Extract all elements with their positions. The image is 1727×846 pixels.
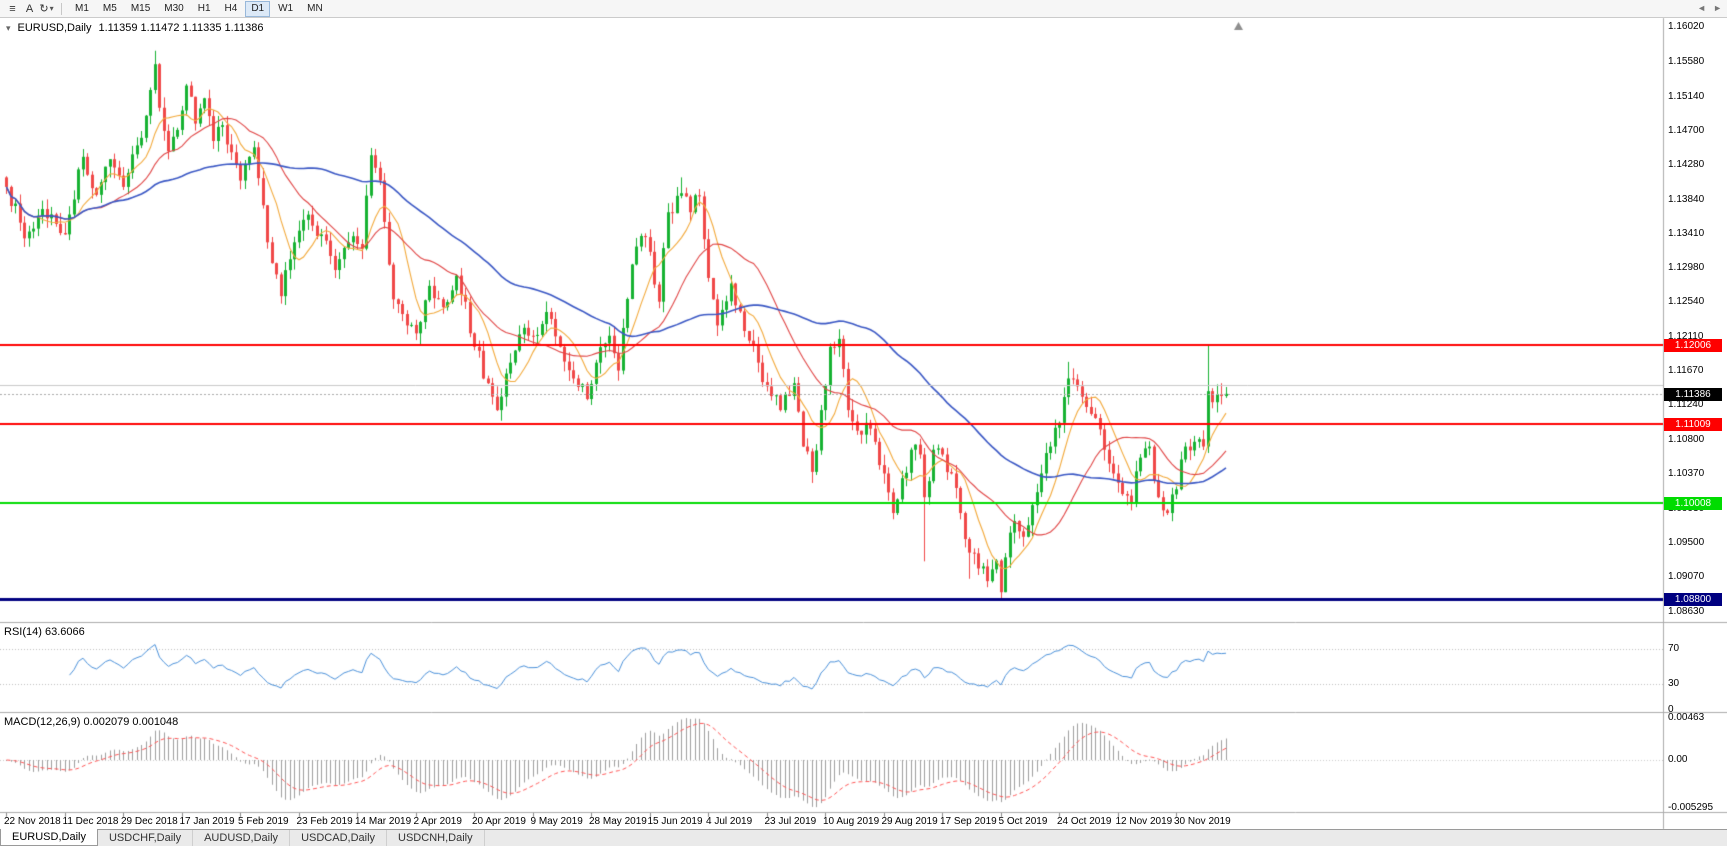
tab-usdcad-daily[interactable]: USDCAD,Daily — [290, 830, 388, 846]
price-axis[interactable] — [1664, 18, 1727, 829]
toolbar: ≡ A ↻ ▾ M1 M5 M15 M30 H1 H4 D1 W1 MN — [0, 0, 1727, 18]
tab-usdchf-daily[interactable]: USDCHF,Daily — [98, 830, 194, 846]
tab-scroll-right-icon[interactable]: ► — [1713, 3, 1722, 13]
macd-indicator-label: MACD(12,26,9) 0.002079 0.001048 — [4, 716, 179, 728]
timeframe-buttons: M1 M5 M15 M30 H1 H4 D1 W1 MN — [68, 0, 330, 17]
timeframe-button-mn[interactable]: MN — [307, 2, 323, 14]
tab-scroll-left-icon[interactable]: ◄ — [1697, 3, 1707, 13]
tab-usdcnh-daily[interactable]: USDCNH,Daily — [387, 830, 485, 846]
cycle-icon: ↻ — [39, 3, 49, 15]
chart-list-icon[interactable]: ≡ — [4, 1, 21, 17]
chart-title: ▾ EURUSD,Daily 1.11359 1.11472 1.11335 1… — [6, 22, 263, 34]
one-click-trading-icon[interactable]: ▾ — [6, 22, 11, 33]
text-label-a-button[interactable]: A — [21, 1, 38, 17]
timeframe-button-m30[interactable]: M30 — [164, 2, 184, 14]
timeframe-button-h1[interactable]: H1 — [197, 2, 211, 14]
timeframe-button-d1[interactable]: D1 — [245, 0, 271, 17]
chart-tabbar: EURUSD,Daily USDCHF,Daily AUDUSD,Daily USDC… — [0, 829, 1727, 846]
cycle-timeframes-button[interactable]: ↻ ▾ — [38, 1, 55, 17]
rsi-indicator-label: RSI(14) 63.6066 — [4, 626, 85, 638]
timeframe-button-w1[interactable]: W1 — [278, 2, 294, 14]
toolbar-separator — [61, 2, 62, 15]
timeframe-button-m5[interactable]: M5 — [102, 2, 117, 14]
tab-eurusd-daily[interactable]: EURUSD,Daily — [0, 829, 98, 846]
dropdown-caret-icon: ▾ — [49, 4, 54, 13]
chart-list-glyph: ≡ — [9, 2, 16, 15]
a-label: A — [25, 2, 34, 15]
timeframe-button-m15[interactable]: M15 — [130, 2, 151, 14]
tab-scroll-buttons: ◄ ► — [1697, 3, 1722, 13]
quote-ohlc-label: 1.11359 1.11472 1.11335 1.11386 — [98, 22, 264, 34]
timeframe-button-h4[interactable]: H4 — [224, 2, 238, 14]
tab-audusd-daily[interactable]: AUDUSD,Daily — [193, 830, 291, 846]
symbol-period-label: EURUSD,Daily — [17, 22, 92, 34]
chart-tabs: EURUSD,Daily USDCHF,Daily AUDUSD,Daily USDC… — [0, 829, 485, 846]
timeframe-button-m1[interactable]: M1 — [75, 2, 89, 14]
time-axis[interactable] — [0, 813, 1663, 829]
